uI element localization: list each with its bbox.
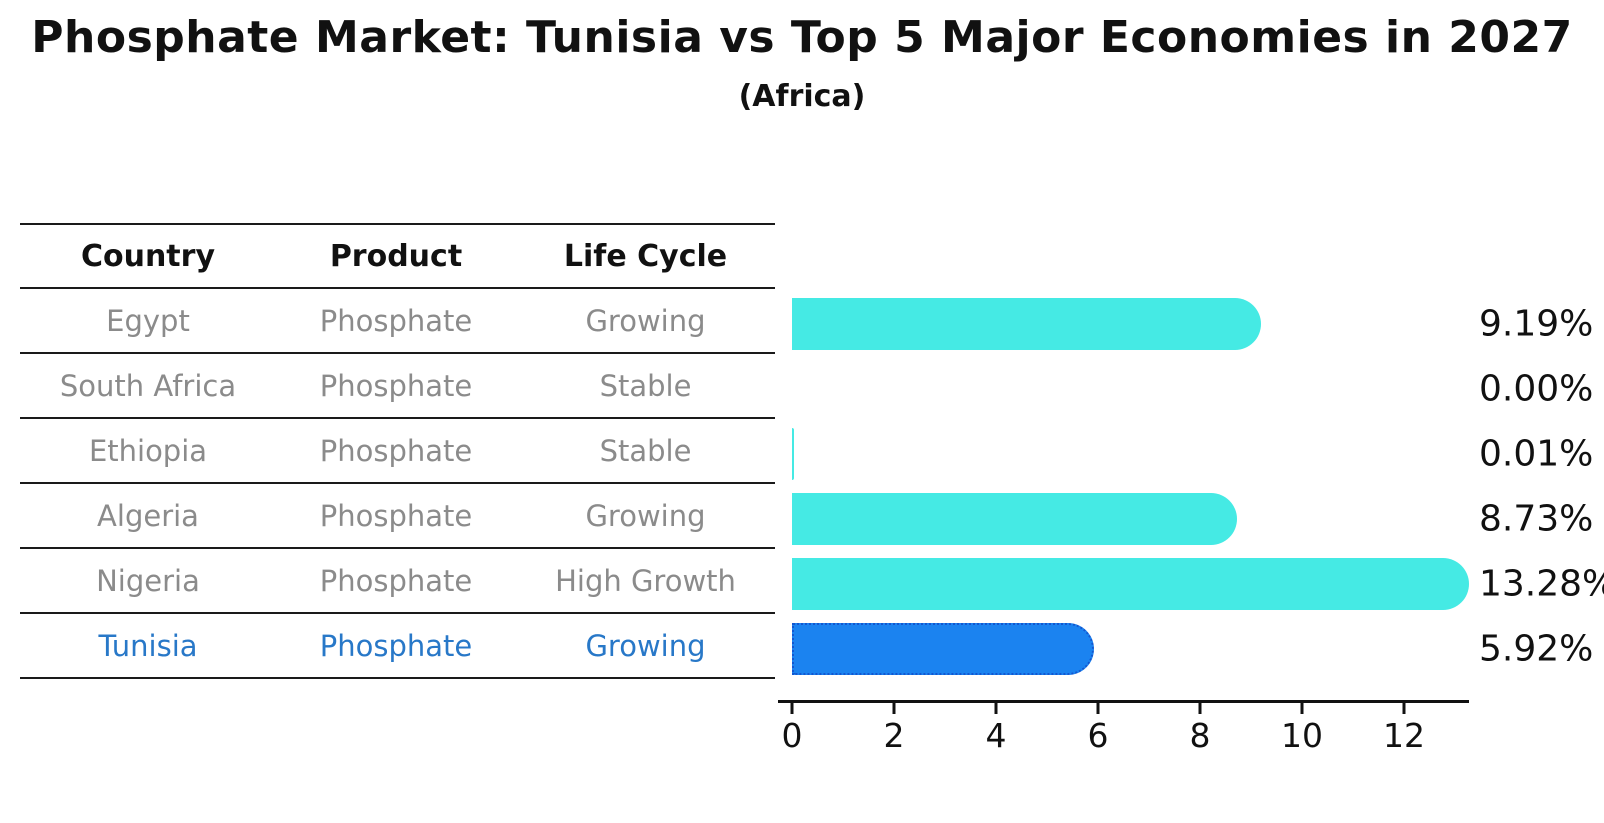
table-cell-life-cycle: Growing bbox=[585, 628, 706, 663]
x-axis-tick-mark bbox=[994, 703, 998, 714]
table-cell-product: Phosphate bbox=[319, 628, 473, 663]
x-axis-tick-label: 12 bbox=[1383, 716, 1425, 755]
table-cell-life-cycle: Stable bbox=[599, 368, 692, 403]
chart-subtitle: (Africa) bbox=[738, 79, 866, 114]
table-cell-country: Tunisia bbox=[98, 628, 198, 663]
table-cell-country: Ethiopia bbox=[88, 433, 208, 468]
table-cell-country: Egypt bbox=[106, 303, 190, 338]
x-axis-tick-mark bbox=[1198, 703, 1202, 714]
x-axis-tick-mark bbox=[892, 703, 896, 714]
x-axis-tick-label: 10 bbox=[1281, 716, 1323, 755]
table-row: Algeria Phosphate Growing bbox=[20, 484, 775, 549]
table-cell-life-cycle: Growing bbox=[585, 498, 706, 533]
table-cell-country: Nigeria bbox=[96, 563, 200, 598]
x-axis-tick-mark bbox=[790, 703, 794, 714]
x-axis-tick-mark bbox=[1300, 703, 1304, 714]
table-header-cell: Product bbox=[329, 238, 463, 274]
x-axis-tick-label: 6 bbox=[1087, 716, 1109, 755]
table-cell-product: Phosphate bbox=[319, 303, 473, 338]
x-axis-tick-mark bbox=[1402, 703, 1406, 714]
table-cell-life-cycle: Growing bbox=[585, 303, 706, 338]
chart-title: Phosphate Market: Tunisia vs Top 5 Major… bbox=[31, 12, 1573, 63]
x-axis-tick-label: 0 bbox=[781, 716, 803, 755]
table-body: Egypt Phosphate Growing South Africa Phospha… bbox=[20, 289, 775, 679]
value-label: 0.00% bbox=[1479, 368, 1594, 410]
table-row: Egypt Phosphate Growing bbox=[20, 289, 775, 354]
bar-ethiopia bbox=[792, 428, 794, 480]
table-cell-product: Phosphate bbox=[319, 433, 473, 468]
value-label: 9.19% bbox=[1479, 303, 1594, 345]
x-axis-tick-label: 4 bbox=[985, 716, 1007, 755]
value-label: 13.28% bbox=[1479, 563, 1604, 605]
table-row: Nigeria Phosphate High Growth bbox=[20, 549, 775, 614]
table-cell-product: Phosphate bbox=[319, 368, 473, 403]
table-cell-product: Phosphate bbox=[319, 498, 473, 533]
x-axis-tick-label: 2 bbox=[883, 716, 905, 755]
comparison-table: Country Product Life Cycle Egypt Phosphate G… bbox=[20, 223, 775, 679]
table-row: Ethiopia Phosphate Stable bbox=[20, 419, 775, 484]
table-cell-life-cycle: Stable bbox=[599, 433, 692, 468]
table-cell-country: Algeria bbox=[97, 498, 199, 533]
x-axis-tick-mark bbox=[1096, 703, 1100, 714]
value-label: 8.73% bbox=[1479, 498, 1594, 540]
bar-egypt bbox=[792, 298, 1261, 350]
value-label: 0.01% bbox=[1479, 433, 1594, 475]
bar-nigeria bbox=[792, 558, 1469, 610]
table-cell-life-cycle: High Growth bbox=[555, 563, 736, 598]
x-axis-tick-label: 8 bbox=[1189, 716, 1211, 755]
table-header-cell: Country bbox=[80, 238, 216, 274]
table-cell-product: Phosphate bbox=[319, 563, 473, 598]
x-axis-line bbox=[778, 700, 1469, 703]
table-cell-country: South Africa bbox=[59, 368, 237, 403]
bar-algeria bbox=[792, 493, 1237, 545]
table-header-cell: Life Cycle bbox=[563, 238, 728, 274]
table-row: Tunisia Phosphate Growing bbox=[20, 614, 775, 679]
table-header-row: Country Product Life Cycle bbox=[20, 223, 775, 289]
bar-tunisia bbox=[792, 623, 1094, 675]
value-label: 5.92% bbox=[1479, 628, 1594, 670]
table-row: South Africa Phosphate Stable bbox=[20, 354, 775, 419]
